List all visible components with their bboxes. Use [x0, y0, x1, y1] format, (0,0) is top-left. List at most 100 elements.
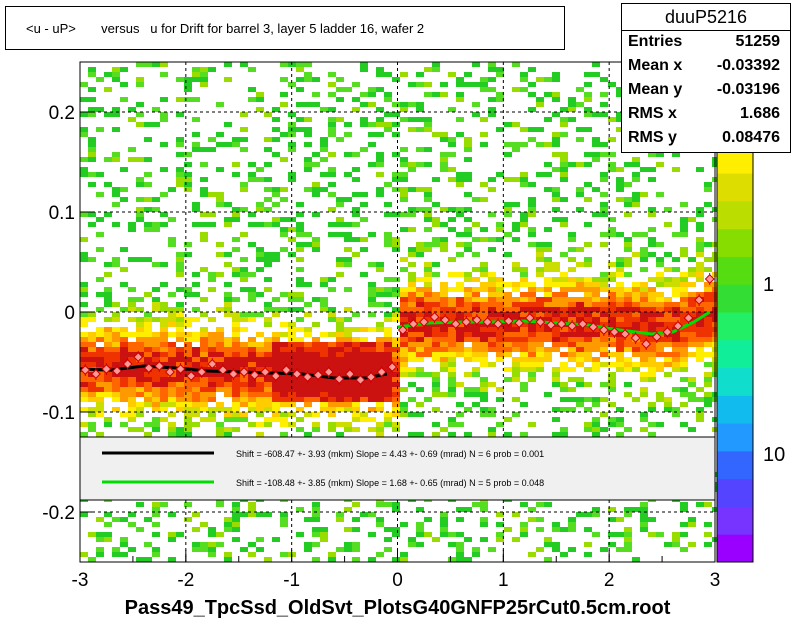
- profile-point: [493, 319, 503, 329]
- heatmap-cell: [152, 502, 160, 507]
- heatmap-cell: [648, 322, 656, 327]
- heatmap-cell: [264, 372, 272, 377]
- heatmap-cell: [672, 367, 680, 372]
- heatmap-cell: [312, 397, 320, 402]
- profile-point: [207, 359, 218, 369]
- heatmap-cell: [440, 342, 448, 347]
- heatmap-cell: [600, 92, 608, 97]
- heatmap-cell: [488, 247, 496, 252]
- heatmap-cell: [512, 362, 520, 367]
- heatmap-cell: [272, 332, 280, 337]
- heatmap-cell: [704, 377, 712, 382]
- heatmap-cell: [136, 502, 144, 507]
- heatmap-cell: [584, 307, 592, 312]
- heatmap-cell: [176, 337, 184, 342]
- heatmap-cell: [488, 277, 496, 282]
- heatmap-cell: [648, 297, 656, 302]
- heatmap-cell: [192, 412, 200, 417]
- heatmap-cell: [688, 517, 696, 522]
- heatmap-cell: [200, 382, 208, 387]
- heatmap-cell: [536, 102, 544, 107]
- heatmap-cell: [160, 167, 168, 172]
- heatmap-cell: [392, 287, 400, 292]
- heatmap-cell: [592, 337, 600, 342]
- heatmap-cell: [640, 317, 648, 322]
- heatmap-cell: [256, 177, 264, 182]
- heatmap-cell: [528, 422, 536, 427]
- heatmap-cell: [176, 262, 184, 267]
- heatmap-cell: [176, 392, 184, 397]
- heatmap-cell: [144, 422, 152, 427]
- heatmap-cell: [224, 347, 232, 352]
- heatmap-cell: [80, 237, 88, 242]
- heatmap-cell: [424, 282, 432, 287]
- heatmap-cell: [656, 277, 664, 282]
- heatmap-cell: [256, 97, 264, 102]
- heatmap-cell: [80, 362, 88, 367]
- heatmap-cell: [568, 357, 576, 362]
- heatmap-cell: [608, 262, 616, 267]
- heatmap-cell: [616, 367, 624, 372]
- heatmap-cell: [256, 402, 264, 407]
- heatmap-cell: [520, 307, 528, 312]
- heatmap-cell: [688, 342, 696, 347]
- heatmap-cell: [352, 382, 360, 387]
- heatmap-cell: [232, 297, 240, 302]
- heatmap-cell: [616, 302, 624, 307]
- heatmap-cell: [264, 407, 272, 412]
- heatmap-cell: [120, 267, 128, 272]
- heatmap-cell: [336, 272, 344, 277]
- heatmap-cell: [88, 72, 96, 77]
- heatmap-cell: [520, 72, 528, 77]
- heatmap-cell: [336, 512, 344, 517]
- heatmap-cell: [296, 117, 304, 122]
- heatmap-cell: [128, 357, 136, 362]
- heatmap-cell: [192, 542, 200, 547]
- heatmap-cell: [96, 277, 104, 282]
- heatmap-cell: [536, 257, 544, 262]
- heatmap-cell: [216, 327, 224, 332]
- heatmap-cell: [312, 322, 320, 327]
- heatmap-cell: [144, 182, 152, 187]
- heatmap-cell: [560, 292, 568, 297]
- heatmap-cell: [288, 177, 296, 182]
- heatmap-cell: [216, 142, 224, 147]
- heatmap-cell: [360, 67, 368, 72]
- heatmap-cell: [440, 352, 448, 357]
- heatmap-cell: [304, 432, 312, 437]
- stats-key: RMS y: [628, 129, 677, 146]
- heatmap-cell: [240, 392, 248, 397]
- heatmap-cell: [608, 382, 616, 387]
- heatmap-cell: [312, 542, 320, 547]
- heatmap-cell: [272, 342, 280, 347]
- heatmap-cell: [680, 272, 688, 277]
- heatmap-cell: [296, 257, 304, 262]
- heatmap-cell: [328, 92, 336, 97]
- heatmap-cell: [632, 347, 640, 352]
- heatmap-cell: [200, 212, 208, 217]
- heatmap-cell: [152, 302, 160, 307]
- heatmap-cell: [184, 317, 192, 322]
- heatmap-cell: [272, 362, 280, 367]
- heatmap-cell: [128, 412, 136, 417]
- heatmap-cell: [136, 197, 144, 202]
- heatmap-cell: [632, 172, 640, 177]
- heatmap-cell: [656, 242, 664, 247]
- heatmap-cell: [640, 522, 648, 527]
- heatmap-cell: [80, 387, 88, 392]
- heatmap-cell: [112, 547, 120, 552]
- heatmap-cell: [616, 357, 624, 362]
- heatmap-cell: [104, 262, 112, 267]
- heatmap-cell: [648, 242, 656, 247]
- heatmap-cell: [608, 162, 616, 167]
- profile-point: [683, 313, 694, 323]
- heatmap-cell: [624, 327, 632, 332]
- heatmap-cell: [288, 82, 296, 87]
- heatmap-cell: [624, 427, 632, 432]
- heatmap-cell: [704, 187, 712, 192]
- heatmap-cell: [104, 332, 112, 337]
- heatmap-cell: [152, 372, 160, 377]
- heatmap-cell: [400, 162, 408, 167]
- heatmap-cell: [392, 412, 400, 417]
- heatmap-cell: [464, 352, 472, 357]
